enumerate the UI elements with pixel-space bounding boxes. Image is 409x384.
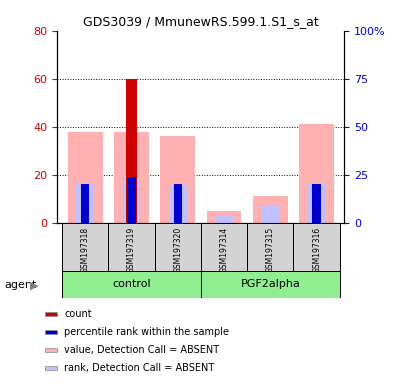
Bar bbox=[215, 215, 232, 223]
Text: GSM197314: GSM197314 bbox=[219, 227, 228, 273]
Text: PGF2alpha: PGF2alpha bbox=[240, 279, 299, 289]
Text: GSM197316: GSM197316 bbox=[311, 227, 320, 273]
Text: count: count bbox=[64, 309, 92, 319]
Bar bbox=[200, 223, 247, 271]
Bar bbox=[247, 223, 293, 271]
Bar bbox=[76, 184, 94, 223]
Text: GSM197320: GSM197320 bbox=[173, 227, 182, 273]
Bar bbox=[122, 177, 140, 223]
Bar bbox=[126, 79, 136, 223]
Bar bbox=[200, 271, 339, 298]
Bar bbox=[45, 312, 57, 316]
Text: GSM197315: GSM197315 bbox=[265, 227, 274, 273]
Text: GSM197319: GSM197319 bbox=[127, 227, 136, 273]
Bar bbox=[45, 348, 57, 352]
Bar bbox=[307, 184, 325, 223]
Bar bbox=[62, 271, 200, 298]
Title: GDS3039 / MmunewRS.599.1.S1_s_at: GDS3039 / MmunewRS.599.1.S1_s_at bbox=[83, 15, 318, 28]
Bar bbox=[206, 211, 241, 223]
Bar bbox=[173, 184, 182, 223]
Bar bbox=[81, 184, 89, 223]
Bar bbox=[114, 131, 148, 223]
Bar bbox=[261, 205, 279, 223]
Bar bbox=[67, 131, 102, 223]
Bar bbox=[108, 223, 154, 271]
Text: GSM197318: GSM197318 bbox=[81, 227, 90, 273]
Text: percentile rank within the sample: percentile rank within the sample bbox=[64, 327, 229, 337]
Text: rank, Detection Call = ABSENT: rank, Detection Call = ABSENT bbox=[64, 363, 214, 373]
Bar bbox=[169, 186, 186, 223]
Text: agent: agent bbox=[4, 280, 36, 290]
Bar bbox=[127, 177, 135, 223]
Bar bbox=[154, 223, 200, 271]
Text: control: control bbox=[112, 279, 151, 289]
Text: ▶: ▶ bbox=[29, 280, 38, 290]
Bar bbox=[299, 124, 333, 223]
Bar bbox=[293, 223, 339, 271]
Bar bbox=[62, 223, 108, 271]
Bar bbox=[312, 184, 320, 223]
Text: value, Detection Call = ABSENT: value, Detection Call = ABSENT bbox=[64, 345, 219, 355]
Bar bbox=[252, 196, 287, 223]
Bar bbox=[45, 366, 57, 370]
Bar bbox=[45, 330, 57, 334]
Bar bbox=[160, 136, 195, 223]
